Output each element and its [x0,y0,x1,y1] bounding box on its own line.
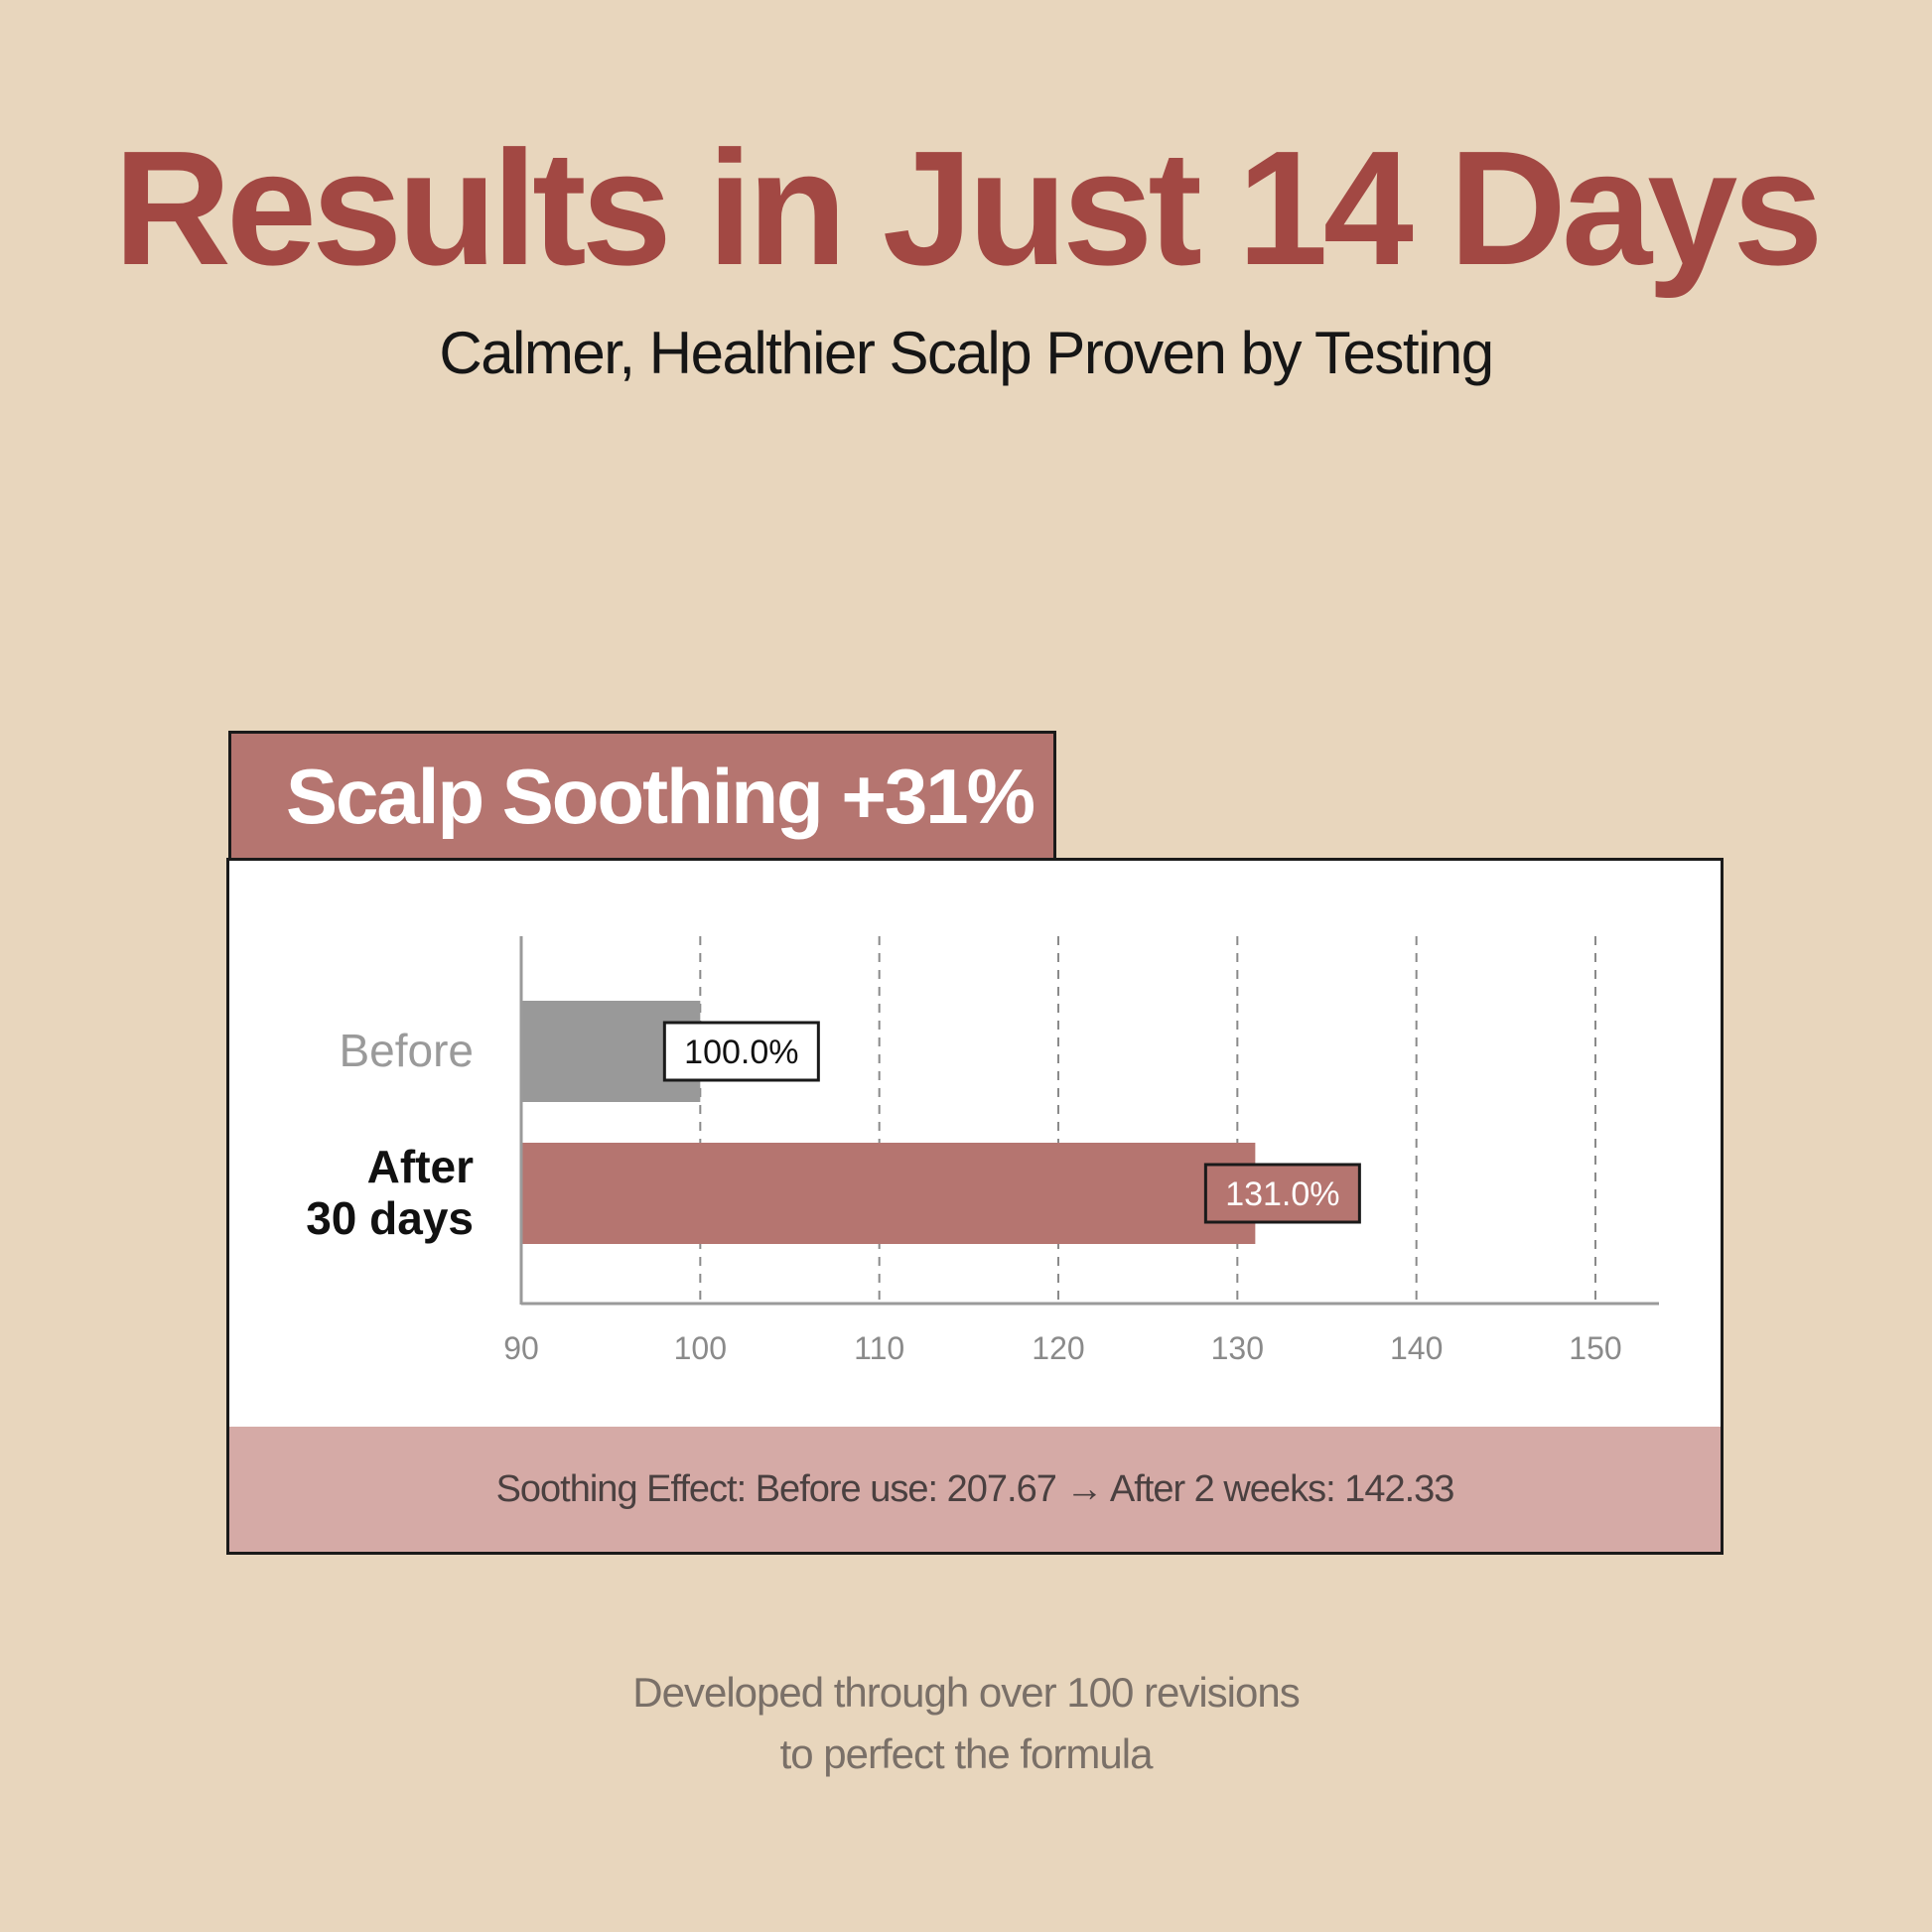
x-tick-label: 90 [503,1330,539,1366]
value-label: 100.0% [684,1034,798,1071]
category-label: 30 days [306,1192,474,1244]
caption-text: Soothing Effect: Before use: 207.67 → Af… [495,1468,1455,1510]
x-tick-label: 120 [1032,1330,1084,1366]
x-tick-label: 100 [674,1330,727,1366]
chart-panel: 90 100 110 120 130 140 150 Before After 30 days 10… [226,858,1724,1430]
category-label: After [367,1141,474,1192]
footer-note: Developed through over 100 revisions to … [0,1662,1932,1785]
category-label: Before [339,1025,474,1076]
chart-title-tab: Scalp Soothing +31% [228,731,1056,860]
value-label-box [662,1021,820,1082]
footer-line-1: Developed through over 100 revisions [632,1669,1300,1716]
x-tick-label: 130 [1211,1330,1264,1366]
x-tick-label: 140 [1390,1330,1443,1366]
caption-bar: Soothing Effect: Before use: 207.67 → Af… [226,1427,1724,1555]
value-label: 131.0% [1225,1175,1339,1213]
footer-line-2: to perfect the formula [779,1730,1154,1777]
bar-1 [521,1143,1256,1244]
value-label-box [1203,1163,1361,1224]
page-subtitle: Calmer, Healthier Scalp Proven by Testin… [439,320,1494,386]
x-tick-label: 110 [854,1330,904,1366]
chart-title: Scalp Soothing +31% [286,753,1035,840]
x-tick-label: 150 [1569,1330,1621,1366]
page-title: Results in Just 14 Days [113,117,1823,299]
